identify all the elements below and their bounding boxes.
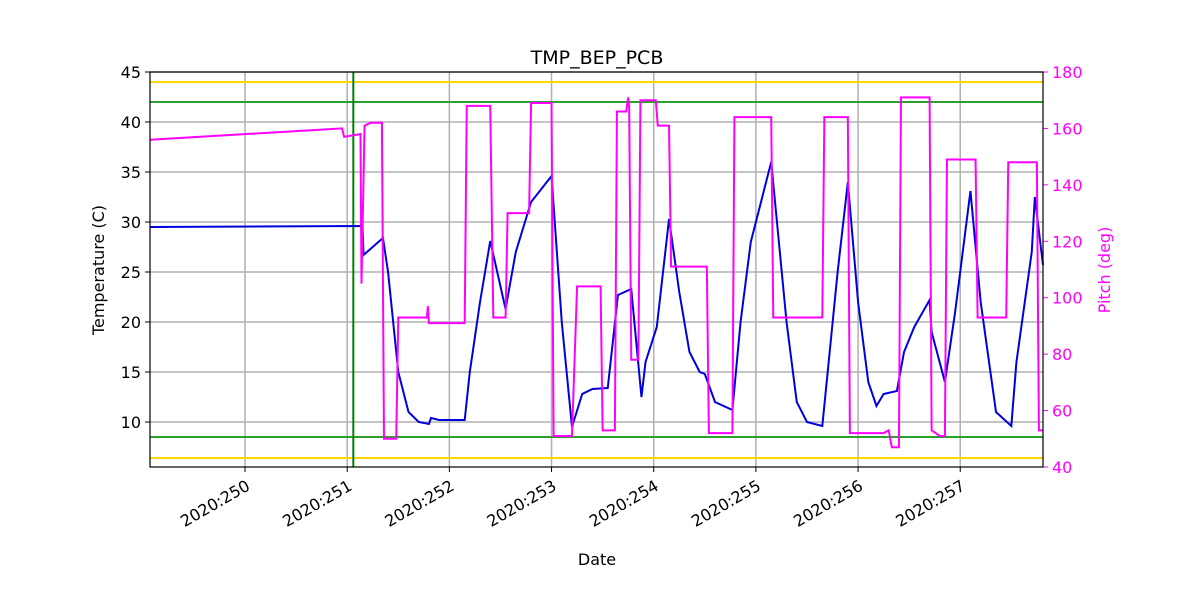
- x-tick-label: 2020:257: [892, 476, 968, 531]
- y-tick-label: 20: [121, 313, 141, 332]
- x-tick-label: 2020:254: [586, 476, 662, 531]
- y-axis-label: Temperature (C): [89, 205, 108, 336]
- y-tick-label: 30: [121, 213, 141, 232]
- y-tick-label: 15: [121, 363, 141, 382]
- y2-tick-label: 160: [1052, 119, 1083, 138]
- y2-tick-label: 80: [1052, 345, 1072, 364]
- y2-axis-label: Pitch (deg): [1095, 227, 1114, 314]
- y-tick-label: 10: [121, 413, 141, 432]
- x-tick-label: 2020:253: [484, 476, 560, 531]
- x-tick-label: 2020:251: [279, 476, 355, 531]
- x-tick-label: 2020:255: [688, 476, 764, 531]
- x-tick-label: 2020:256: [790, 476, 866, 531]
- y2-tick-label: 180: [1052, 63, 1083, 82]
- y2-tick-label: 100: [1052, 289, 1083, 308]
- x-axis-label: Date: [578, 550, 616, 569]
- y-tick-label: 45: [121, 63, 141, 82]
- y2-tick-label: 120: [1052, 232, 1083, 251]
- x-tick-label: 2020:250: [177, 476, 253, 531]
- y-tick-label: 35: [121, 163, 141, 182]
- y-tick-label: 40: [121, 113, 141, 132]
- data-line: [149, 161, 1044, 429]
- data-line: [149, 96, 1043, 449]
- plot-frame: [149, 71, 1044, 468]
- chart-title: TMP_BEP_PCB: [530, 47, 664, 69]
- y2-tick-label: 60: [1052, 402, 1072, 421]
- x-tick-label: 2020:252: [381, 476, 457, 531]
- y-tick-label: 25: [121, 263, 141, 282]
- y2-tick-label: 40: [1052, 458, 1072, 477]
- y2-tick-label: 140: [1052, 176, 1083, 195]
